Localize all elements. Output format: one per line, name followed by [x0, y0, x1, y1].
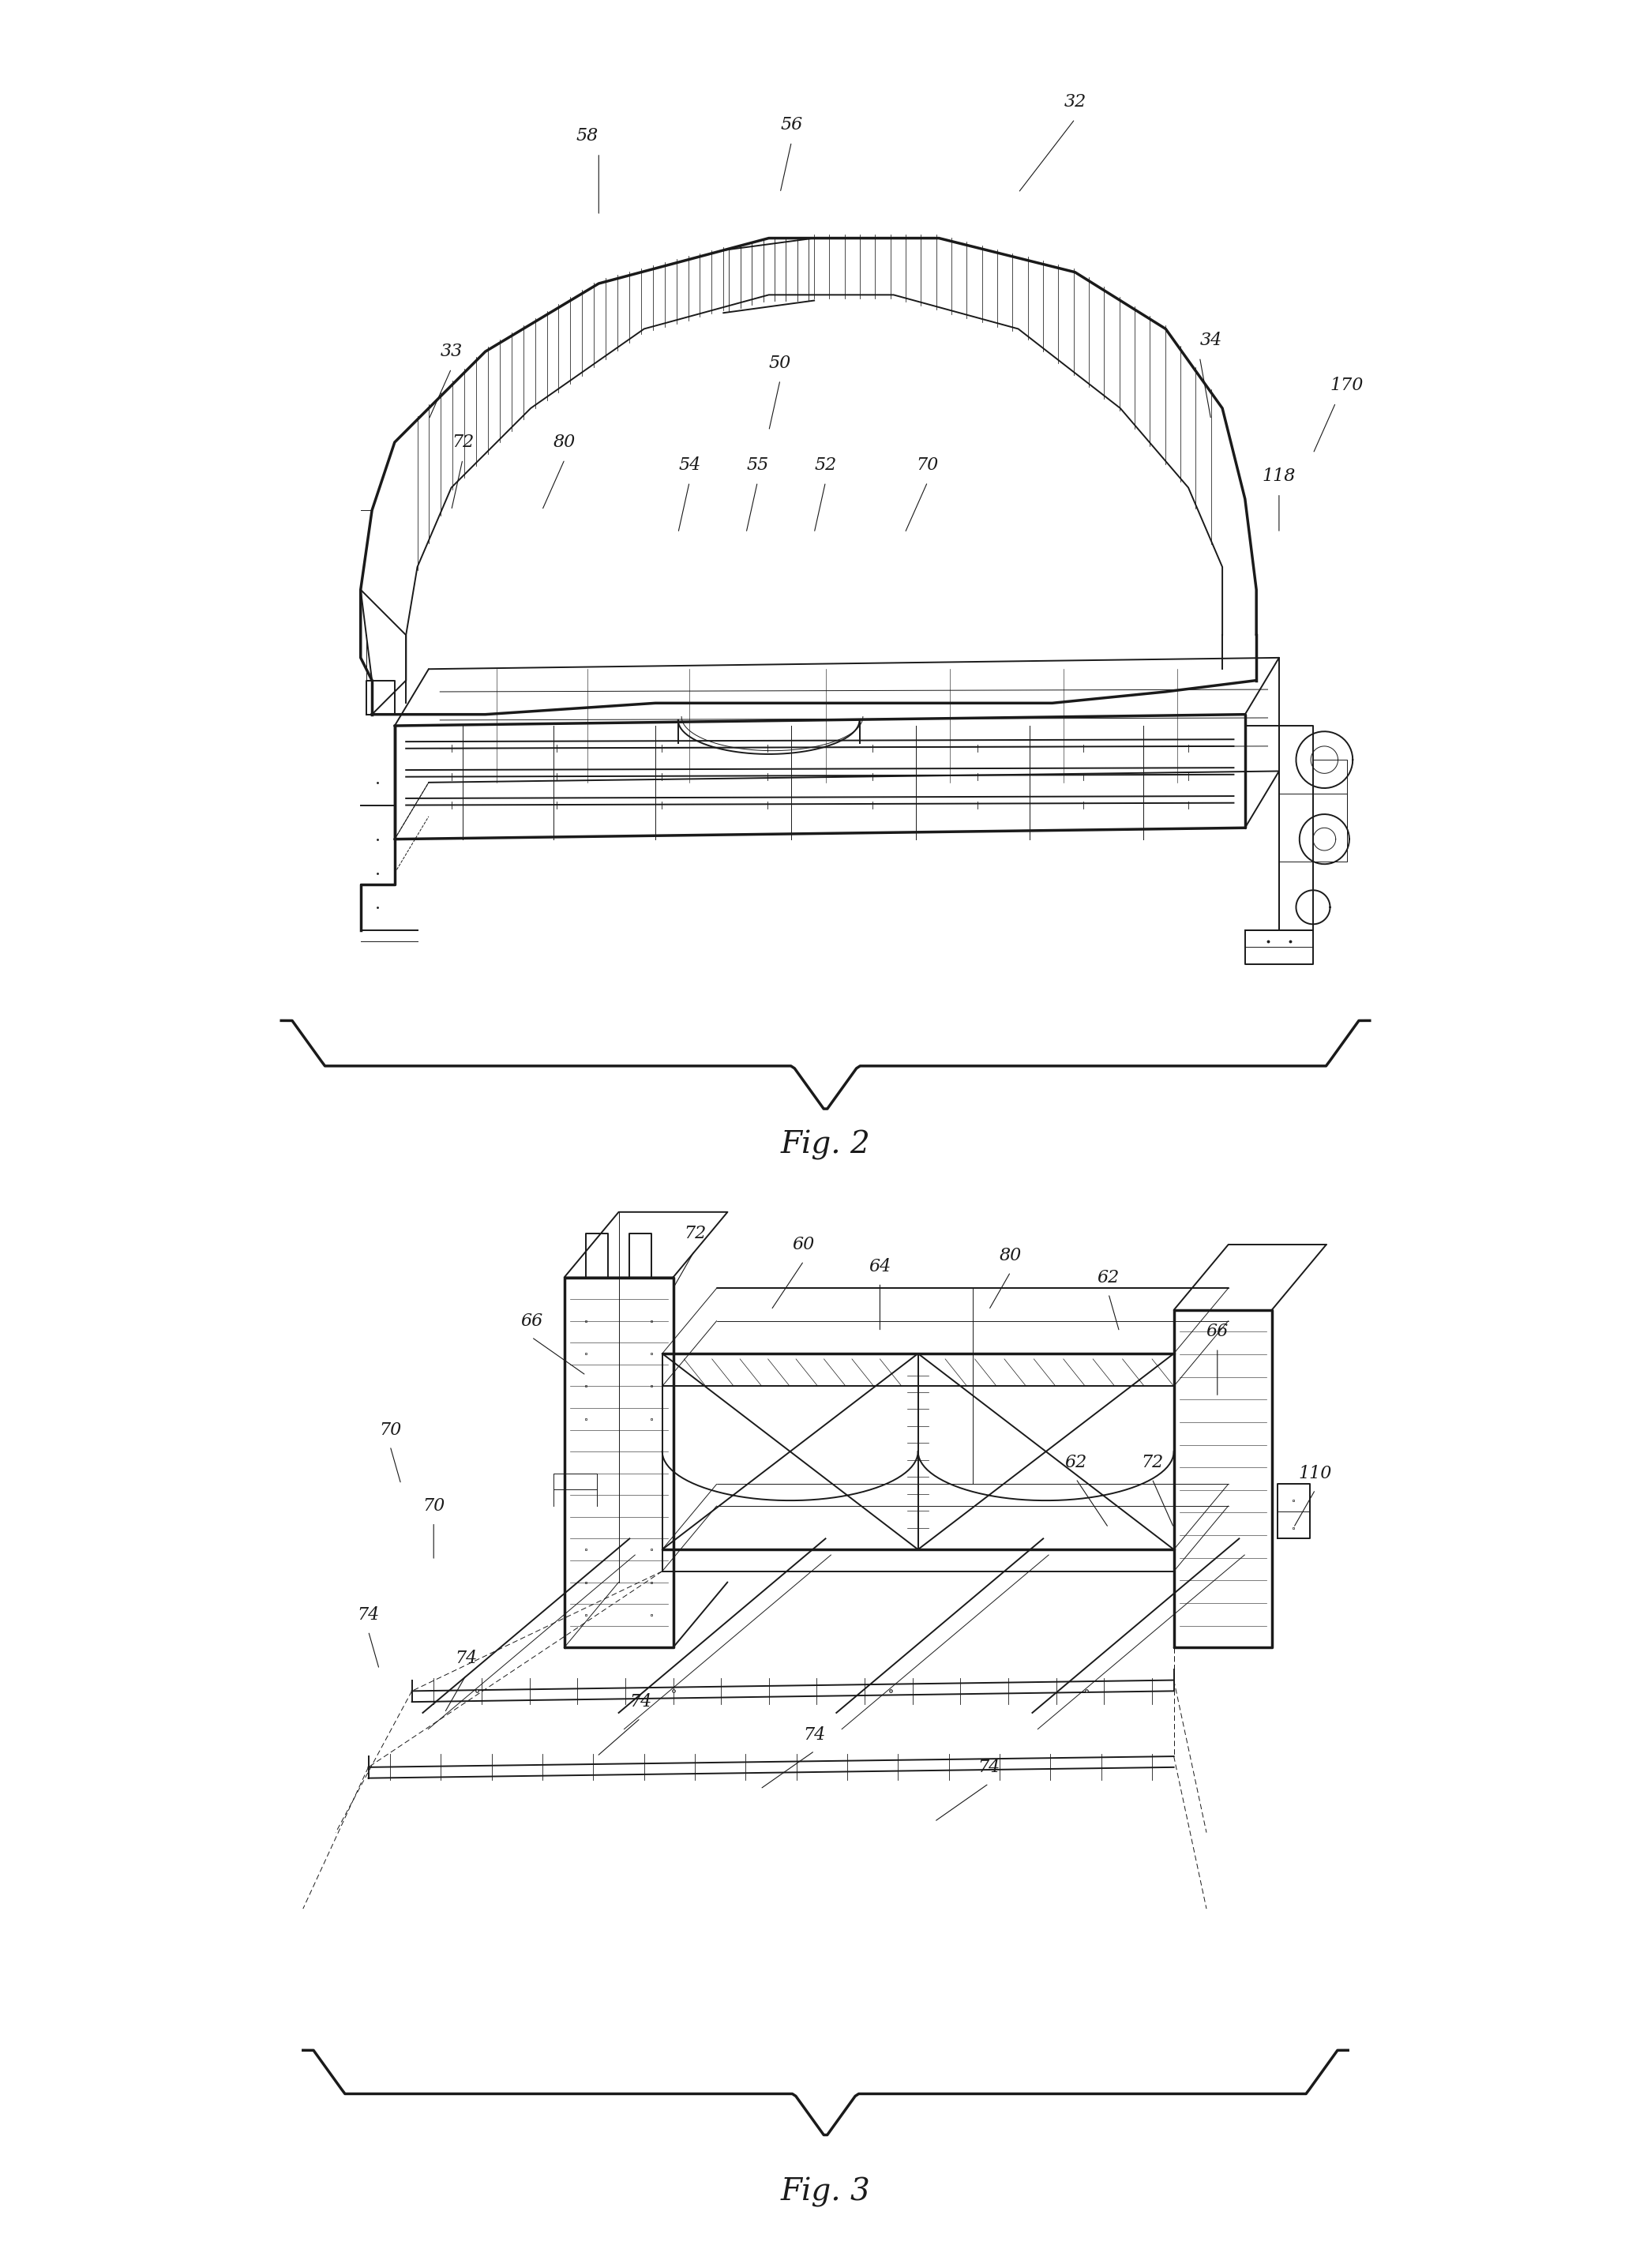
- Text: 50: 50: [769, 354, 791, 372]
- Text: 74: 74: [456, 1649, 477, 1667]
- Text: 66: 66: [520, 1313, 543, 1329]
- Text: 74: 74: [804, 1726, 826, 1744]
- Text: 62: 62: [1065, 1454, 1086, 1472]
- Text: 110: 110: [1299, 1465, 1332, 1481]
- Text: 32: 32: [1063, 93, 1086, 111]
- Text: 70: 70: [380, 1422, 401, 1438]
- Text: 74: 74: [629, 1694, 652, 1710]
- Text: 64: 64: [868, 1259, 892, 1275]
- Text: 52: 52: [814, 456, 837, 474]
- Text: Fig. 3: Fig. 3: [781, 2177, 870, 2207]
- Text: 72: 72: [684, 1225, 707, 1243]
- Text: 74: 74: [977, 1758, 1001, 1776]
- Text: 56: 56: [781, 116, 802, 134]
- Text: 33: 33: [441, 342, 462, 361]
- Text: 66: 66: [1207, 1322, 1228, 1340]
- Text: 54: 54: [679, 456, 700, 474]
- Text: 55: 55: [746, 456, 769, 474]
- Text: 58: 58: [576, 127, 599, 145]
- Text: Fig. 2: Fig. 2: [781, 1129, 870, 1161]
- Text: 70: 70: [423, 1497, 444, 1515]
- Text: 80: 80: [553, 433, 576, 451]
- Text: 72: 72: [1141, 1454, 1164, 1472]
- Text: 80: 80: [999, 1247, 1022, 1263]
- Text: 118: 118: [1263, 467, 1296, 485]
- Text: 170: 170: [1331, 376, 1364, 395]
- Text: 72: 72: [451, 433, 474, 451]
- Text: 62: 62: [1098, 1268, 1119, 1286]
- Text: 60: 60: [792, 1236, 816, 1254]
- Text: 34: 34: [1200, 331, 1222, 349]
- Text: 70: 70: [916, 456, 939, 474]
- Text: 74: 74: [357, 1606, 380, 1624]
